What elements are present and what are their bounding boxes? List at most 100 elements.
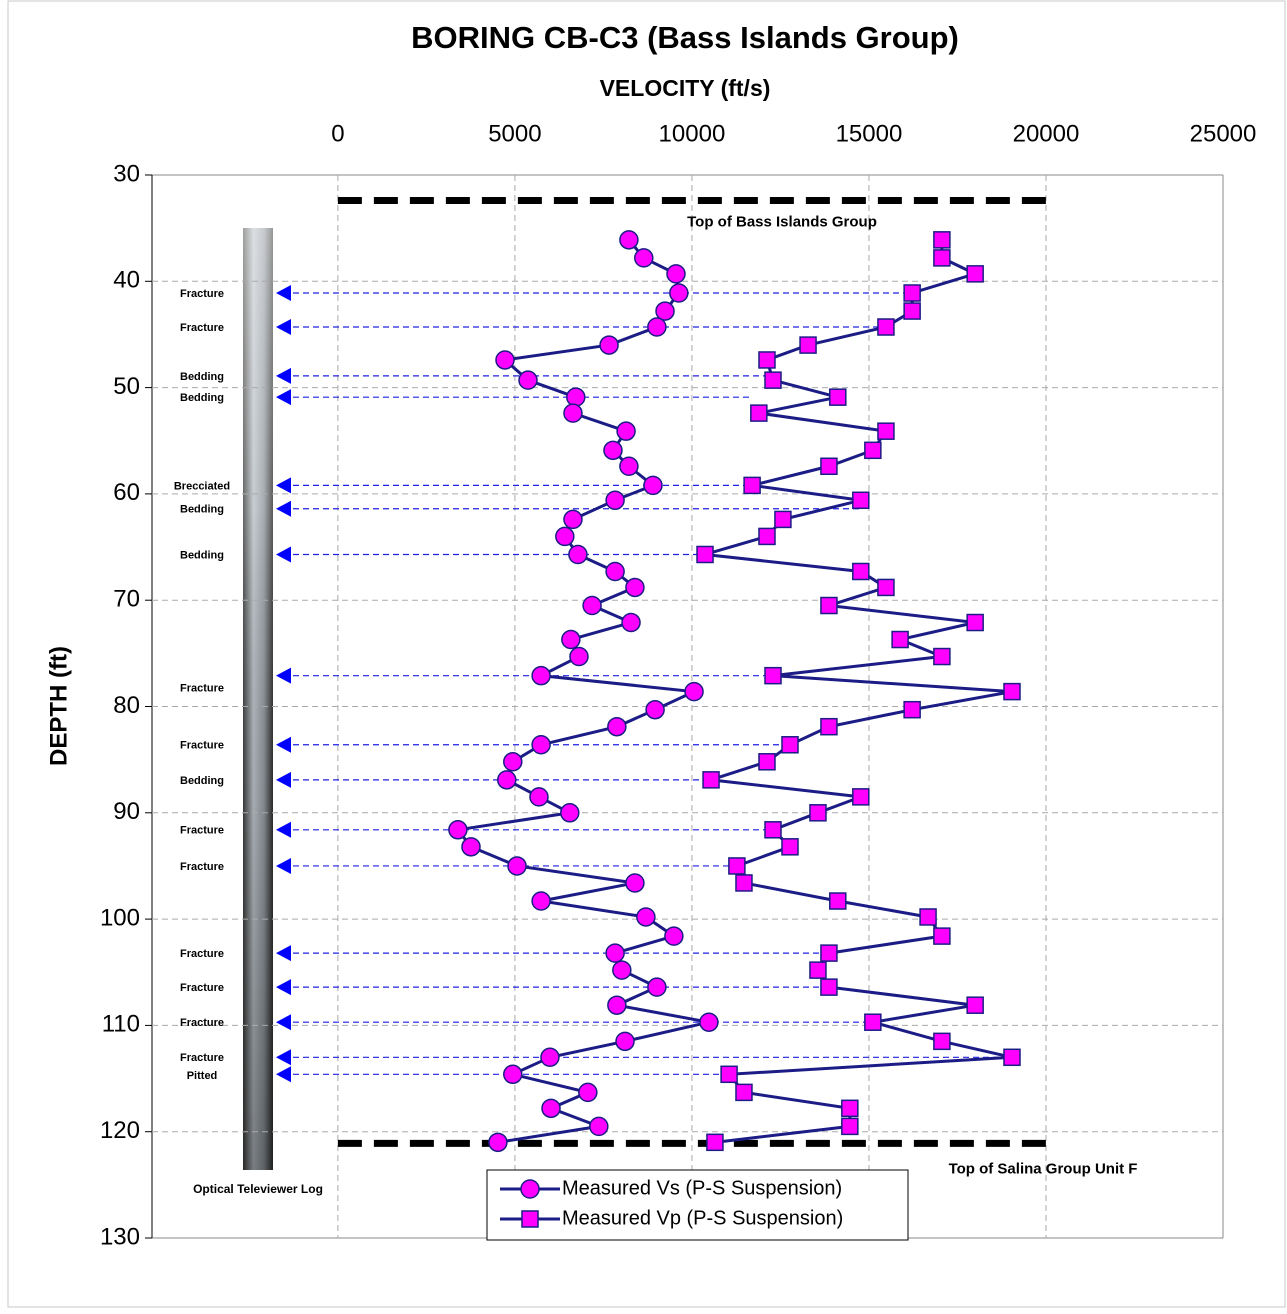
- feature-arrowhead: [275, 477, 291, 494]
- data-point: [621, 612, 641, 633]
- data-point: [720, 1065, 738, 1084]
- data-point: [669, 283, 689, 303]
- data-point: [531, 735, 551, 755]
- data-point: [864, 1013, 882, 1031]
- data-point: [820, 978, 838, 996]
- data-point: [799, 336, 817, 354]
- feature-arrowhead: [275, 367, 291, 384]
- data-point: [829, 892, 847, 910]
- data-point: [503, 752, 523, 772]
- data-point: [966, 613, 984, 632]
- feature-arrowhead: [275, 389, 291, 406]
- data-point: [696, 545, 714, 564]
- feature-label: Fracture: [180, 322, 224, 334]
- data-point: [603, 440, 623, 461]
- data-point: [561, 629, 581, 650]
- data-point: [750, 404, 768, 422]
- feature-arrowhead: [275, 500, 291, 517]
- data-point: [933, 647, 951, 666]
- data-point: [706, 1133, 724, 1152]
- data-point: [852, 491, 870, 510]
- data-point: [1003, 682, 1021, 701]
- y-tick-label: 40: [113, 267, 140, 294]
- x-tick-label: 20000: [1013, 120, 1080, 147]
- data-point: [903, 284, 921, 302]
- boundary-label: Top of Salina Group Unit F: [949, 1160, 1138, 1177]
- feature-arrowhead: [275, 284, 291, 301]
- data-point: [820, 944, 838, 962]
- data-point: [820, 457, 838, 476]
- data-point: [645, 699, 665, 720]
- x-tick-label: 10000: [659, 120, 726, 147]
- data-point: [619, 230, 639, 250]
- data-point: [684, 681, 704, 702]
- feature-label: Pitted: [187, 1070, 218, 1082]
- data-point: [518, 370, 538, 390]
- data-point: [555, 526, 575, 547]
- data-point: [569, 646, 589, 667]
- data-point: [605, 490, 625, 511]
- data-point: [966, 265, 984, 283]
- data-point: [966, 996, 984, 1014]
- data-point: [820, 596, 838, 615]
- data-point: [877, 318, 895, 336]
- feature-arrowhead: [275, 945, 291, 962]
- data-point: [809, 804, 827, 822]
- data-point: [531, 665, 551, 686]
- data-point: [758, 527, 776, 546]
- data-point: [933, 231, 951, 249]
- boundary-label: Top of Bass Islands Group: [687, 213, 877, 230]
- data-point: [566, 387, 586, 407]
- data-point: [643, 475, 663, 496]
- legend-label: Measured Vs (P-S Suspension): [562, 1177, 842, 1199]
- data-point: [563, 509, 583, 530]
- feature-label: Fracture: [180, 740, 224, 752]
- data-point: [933, 249, 951, 267]
- y-tick-label: 120: [100, 1117, 140, 1144]
- data-point: [903, 700, 921, 719]
- data-point: [728, 857, 746, 875]
- data-point: [563, 403, 583, 423]
- feature-arrowhead: [275, 736, 291, 753]
- frame: [7, 0, 1286, 1308]
- feature-arrowhead: [275, 319, 291, 336]
- data-point: [919, 908, 937, 926]
- data-point: [647, 317, 667, 337]
- feature-arrowhead: [275, 857, 291, 874]
- y-tick-label: 70: [113, 586, 140, 613]
- feature-label: Bedding: [180, 392, 224, 404]
- y-tick-label: 110: [102, 1011, 140, 1038]
- feature-label: Bedding: [180, 549, 224, 561]
- x-tick-label: 15000: [836, 120, 903, 147]
- data-point: [636, 907, 656, 927]
- data-point: [735, 1083, 753, 1102]
- y-tick-label: 90: [113, 798, 140, 825]
- data-point: [461, 837, 481, 857]
- data-point: [877, 578, 895, 597]
- feature-arrowhead: [275, 979, 291, 996]
- data-point: [589, 1116, 609, 1137]
- data-point: [448, 820, 468, 840]
- data-point: [647, 977, 667, 997]
- feature-label: Fracture: [180, 683, 224, 695]
- data-point: [541, 1098, 561, 1119]
- data-point: [605, 561, 625, 582]
- data-point: [764, 821, 782, 839]
- data-point: [781, 838, 799, 856]
- data-point: [531, 891, 551, 911]
- data-point: [612, 960, 632, 980]
- y-tick-label: 60: [113, 479, 140, 506]
- data-point: [582, 595, 602, 616]
- feature-arrowhead: [275, 771, 291, 788]
- series-line: [455, 238, 710, 1144]
- data-point: [664, 926, 684, 946]
- data-point: [578, 1082, 598, 1103]
- data-point: [599, 335, 619, 355]
- data-point: [781, 736, 799, 754]
- feature-label: Bedding: [180, 775, 224, 787]
- x-axis-title: VELOCITY (ft/s): [600, 75, 771, 101]
- feature-arrowhead: [275, 1049, 291, 1066]
- y-tick-label: 30: [113, 160, 140, 187]
- x-tick-label: 0: [331, 120, 344, 147]
- data-point: [820, 717, 838, 736]
